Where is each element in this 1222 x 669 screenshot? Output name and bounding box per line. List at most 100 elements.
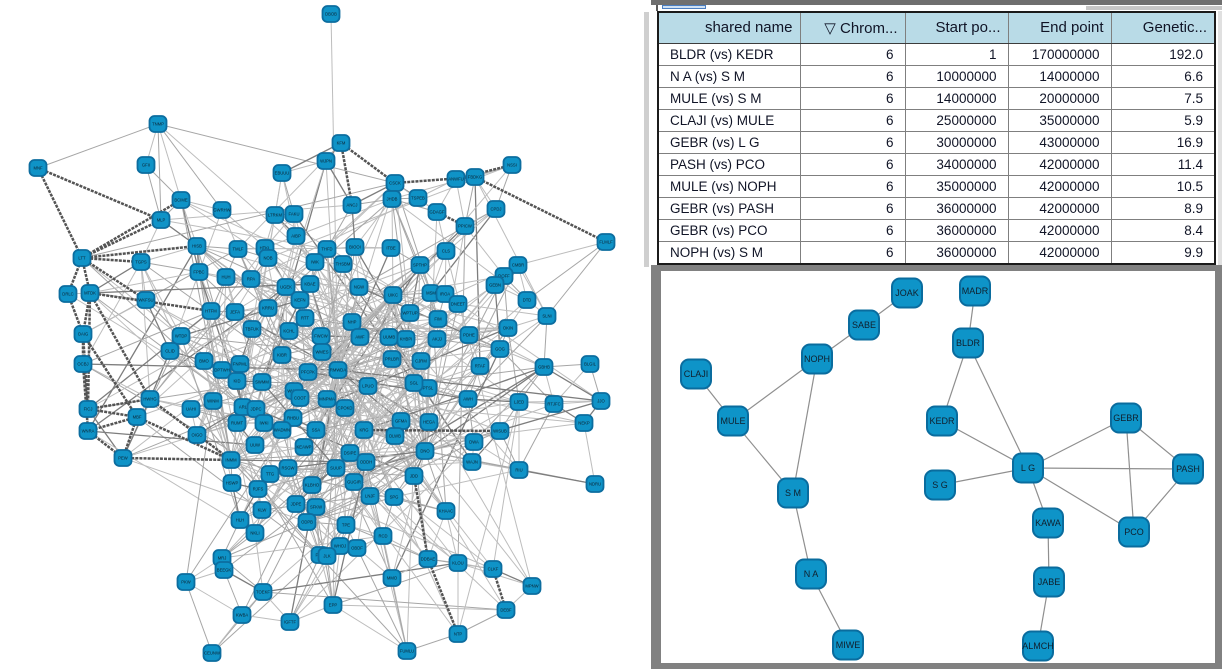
svg-text:BLDR: BLDR — [956, 338, 981, 348]
svg-text:OKIN: OKIN — [503, 326, 513, 331]
svg-text:LPUO: LPUO — [362, 384, 374, 389]
svg-text:DNEET: DNEET — [451, 302, 466, 307]
svg-text:HTKL: HTKL — [260, 246, 271, 251]
svg-text:NDRU: NDRU — [589, 482, 601, 487]
svg-text:GEBN: GEBN — [489, 283, 501, 288]
svg-text:JDPE: JDPE — [291, 502, 302, 507]
svg-text:SPTHP: SPTHP — [413, 263, 427, 268]
svg-text:CJRM: CJRM — [415, 359, 427, 364]
svg-text:IWKI: IWKI — [259, 421, 268, 426]
svg-text:NSSI: NSSI — [507, 163, 517, 168]
svg-text:OCBJ: OCBJ — [77, 362, 88, 367]
svg-text:RUMT: RUMT — [231, 421, 244, 426]
svg-text:DBOB: DBOB — [325, 12, 337, 17]
svg-text:NGW: NGW — [354, 285, 364, 290]
svg-text:OAIG: OAIG — [78, 332, 88, 337]
svg-text:SPG: SPG — [390, 495, 399, 500]
svg-text:WTDP: WTDP — [175, 334, 188, 339]
svg-text:DDBAE: DDBAE — [421, 557, 436, 562]
svg-text:WAJN: WAJN — [466, 460, 478, 465]
svg-text:SGL: SGL — [410, 381, 419, 386]
svg-text:KEFN: KEFN — [294, 298, 305, 303]
svg-text:GFII: GFII — [142, 163, 150, 168]
svg-text:TTG: TTG — [266, 472, 274, 477]
svg-text:JOAK: JOAK — [895, 288, 919, 298]
svg-text:CPDJ: CPDJ — [491, 207, 502, 212]
svg-text:SSA: SSA — [312, 428, 321, 433]
svg-text:RPA: RPA — [247, 277, 256, 282]
svg-text:ARL: ARL — [239, 405, 248, 410]
svg-text:RTT: RTT — [301, 316, 310, 321]
svg-text:JHDB: JHDB — [387, 197, 398, 202]
svg-text:KCHL: KCHL — [283, 329, 295, 334]
svg-text:PFCPK: PFCPK — [301, 370, 315, 375]
svg-text:KAWA: KAWA — [1035, 518, 1061, 528]
svg-text:SUUP: SUUP — [330, 466, 342, 471]
svg-text:JDPC: JDPC — [251, 407, 262, 412]
svg-text:FIM: FIM — [434, 317, 442, 322]
svg-text:FUMLU: FUMLU — [400, 649, 414, 654]
svg-text:KEAWP: KEAWP — [297, 445, 312, 450]
svg-text:SLNI: SLNI — [542, 314, 551, 319]
svg-text:KWBA: KWBA — [236, 613, 249, 618]
svg-text:WMES: WMES — [315, 350, 328, 355]
svg-text:KID: KID — [234, 379, 241, 384]
svg-text:BLGIL: BLGIL — [584, 362, 597, 367]
svg-text:INMM: INMM — [225, 458, 237, 463]
svg-text:NOPH: NOPH — [804, 354, 830, 364]
svg-text:NKLI: NKLI — [250, 531, 259, 536]
svg-text:MPNW: MPNW — [525, 584, 538, 589]
svg-text:RJFS: RJFS — [253, 487, 264, 492]
svg-text:JABE: JABE — [1038, 577, 1061, 587]
svg-text:TMLF: TMLF — [233, 247, 244, 252]
svg-text:GFMA: GFMA — [395, 419, 407, 424]
svg-text:KRRU: KRRU — [262, 306, 274, 311]
svg-text:GOG: GOG — [495, 347, 505, 352]
svg-text:WPTUP: WPTUP — [402, 311, 417, 316]
svg-text:L G: L G — [1021, 463, 1035, 473]
svg-text:FPBC: FPBC — [193, 270, 204, 275]
svg-text:TGPS: TGPS — [135, 260, 147, 265]
svg-text:MLP: MLP — [157, 218, 166, 223]
svg-text:KHBPI: KHBPI — [400, 337, 413, 342]
svg-text:NOB: NOB — [263, 256, 272, 261]
svg-text:RSGW: RSGW — [281, 466, 294, 471]
svg-text:HLH: HLH — [236, 518, 244, 523]
svg-text:RCD: RCD — [378, 534, 387, 539]
svg-text:FWCW: FWCW — [314, 334, 328, 339]
svg-text:JLK: JLK — [323, 554, 330, 559]
svg-text:SFKW: SFKW — [310, 505, 322, 510]
svg-text:RTAF: RTAF — [475, 364, 486, 369]
svg-text:MULE: MULE — [720, 416, 745, 426]
svg-text:MTDK: MTDK — [84, 291, 96, 296]
svg-text:AWF: AWF — [355, 335, 365, 340]
svg-text:LTT: LTT — [78, 256, 86, 261]
svg-text:HISB: HISB — [192, 244, 202, 249]
svg-text:HTFM: HTFM — [205, 309, 217, 314]
svg-text:KLBHO: KLBHO — [305, 483, 320, 488]
svg-text:KLOU: KLOU — [452, 561, 463, 566]
svg-text:WADMN: WADMN — [274, 428, 290, 433]
svg-text:GDAGF: GDAGF — [430, 210, 445, 215]
svg-text:FICJ: FICJ — [84, 407, 93, 412]
svg-text:N A: N A — [804, 569, 819, 579]
svg-text:DWA: DWA — [469, 440, 479, 445]
svg-text:JDD: JDD — [410, 474, 418, 479]
svg-text:UUMB: UUMB — [383, 335, 396, 340]
svg-text:KBAE: KBAE — [304, 282, 315, 287]
svg-text:GEBR: GEBR — [1113, 413, 1139, 423]
svg-text:EBUUU: EBUUU — [275, 171, 290, 176]
svg-text:TOEKF: TOEKF — [256, 590, 270, 595]
svg-text:PDHE: PDHE — [463, 333, 475, 338]
svg-text:MRJ: MRJ — [218, 556, 227, 561]
svg-text:COOT: COOT — [294, 396, 307, 401]
svg-text:RHBU: RHBU — [287, 416, 299, 421]
svg-text:NTP: NTP — [454, 632, 463, 637]
svg-text:HUH: HUH — [221, 275, 230, 280]
svg-text:CPOKD: CPOKD — [338, 406, 353, 411]
svg-text:DLWB: DLWB — [389, 434, 401, 439]
svg-text:JJO: JJO — [597, 399, 605, 404]
svg-text:JEFA: JEFA — [230, 310, 240, 315]
svg-text:DOFF: DOFF — [498, 274, 510, 279]
svg-text:FLMLF: FLMLF — [599, 240, 613, 245]
